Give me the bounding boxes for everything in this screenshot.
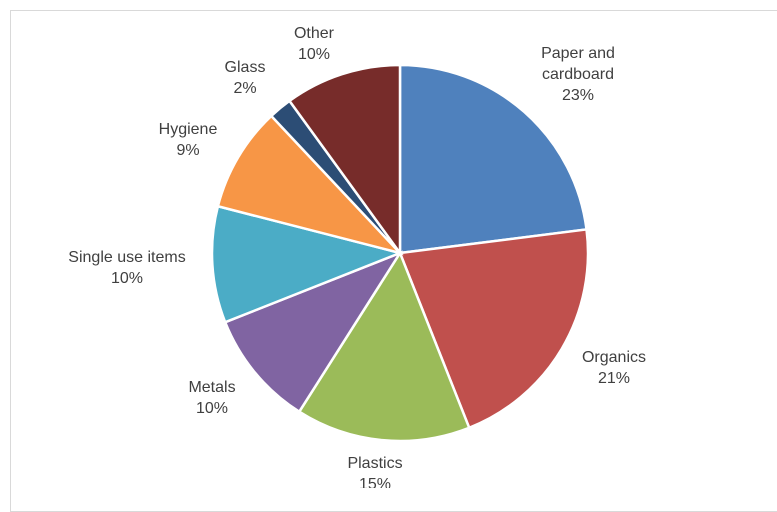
slice-percent: 15% [359,476,391,488]
pie-slice-organics [398,228,590,430]
slice-name: Glass [225,59,266,76]
slice-name: Organics [582,349,646,366]
slice-label-other: Other 10% [294,25,335,63]
slice-percent: 23% [562,87,594,104]
pie-slice-single-use-items [210,204,405,324]
pie-labels: Paper and cardboard 23% Organics 21% Plastics… [68,25,646,488]
pie-slice-hygiene [216,114,404,256]
slice-name: Plastics [347,455,402,472]
slice-name: Hygiene [159,121,218,138]
slice-label-metals: Metals 10% [188,379,235,417]
slice-name: Single use items [68,249,185,266]
slice-label-paper-and-cardboard: Paper and cardboard 23% [541,45,615,104]
slice-label-plastics: Plastics 15% [347,455,402,488]
slice-name: Other [294,25,335,42]
slice-label-single-use-items: Single use items 10% [68,249,185,287]
pie-slices [210,63,590,443]
slice-percent: 10% [298,46,330,63]
pie-slice-paper-and-cardboard [398,63,588,255]
slice-percent: 2% [233,80,256,97]
pie-slice-metals [223,250,404,414]
pie-slice-other [287,63,402,257]
pie-slice-plastics [297,250,471,443]
slice-name: cardboard [542,66,614,83]
slice-percent: 10% [196,400,228,417]
pie-chart: Paper and cardboard 23% Organics 21% Plastics… [68,25,646,488]
slice-percent: 10% [111,270,143,287]
slice-percent: 21% [598,370,630,387]
slice-name: Paper and [541,45,615,62]
slice-label-glass: Glass 2% [225,59,266,97]
slice-name: Metals [188,379,235,396]
slice-label-organics: Organics 21% [582,349,646,387]
slice-label-hygiene: Hygiene 9% [159,121,218,159]
slice-percent: 9% [176,142,199,159]
